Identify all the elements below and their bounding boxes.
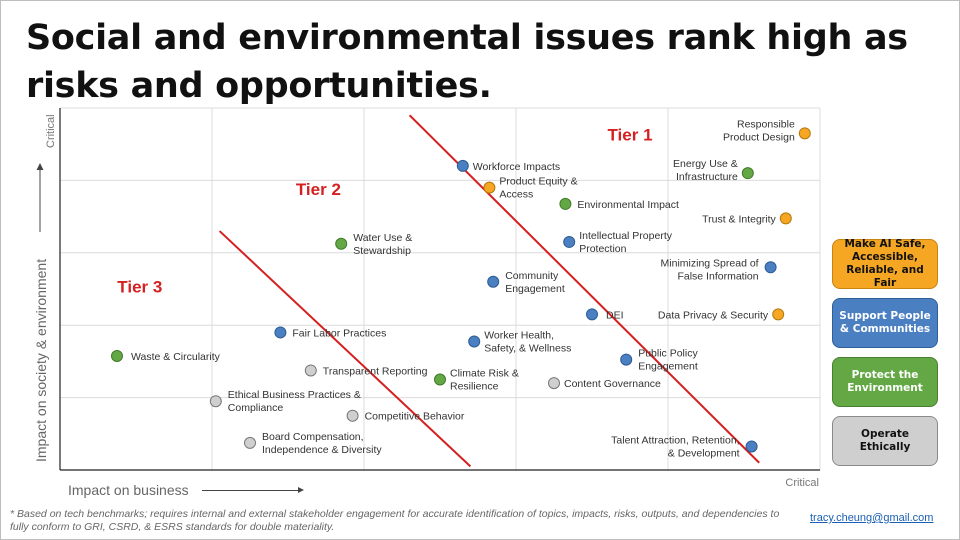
data-point-label: Worker Health, Safety, & Wellness <box>484 329 571 354</box>
tier-divider-line <box>408 114 760 464</box>
data-points: Responsible Product Design Energy Use & Inf… <box>111 118 811 459</box>
data-point-marker <box>456 159 469 172</box>
data-point-marker <box>209 395 222 408</box>
data-point: Board Compensation, Independence & Divers… <box>244 431 382 456</box>
tier-label: Tier 2 <box>296 180 341 199</box>
data-point-label: Fair Labor Practices <box>292 327 386 339</box>
data-point: Ethical Business Practices & Compliance <box>209 389 361 414</box>
data-point: Community Engagement <box>487 270 565 295</box>
data-point: Data Privacy & Security <box>658 308 785 321</box>
data-point-marker <box>586 308 598 321</box>
email-link[interactable]: tracy.cheung@gmail.com <box>810 512 934 524</box>
data-point: Environmental Impact <box>559 197 679 211</box>
legend-environment: Protect the Environment <box>832 357 938 407</box>
data-point-marker <box>772 308 785 321</box>
data-point-label: Product Equity & Access <box>499 176 577 201</box>
data-point-marker <box>745 440 758 453</box>
data-point-marker <box>111 349 123 362</box>
data-point-label: Talent Attraction, Retention, & Developme… <box>611 434 739 459</box>
tier-label: Tier 3 <box>117 278 162 297</box>
data-point-label: Community Engagement <box>505 270 565 295</box>
tier-lines <box>218 114 760 468</box>
y-axis-arrowhead <box>36 163 44 170</box>
data-point: Worker Health, Safety, & Wellness <box>468 329 571 354</box>
data-point: Transparent Reporting <box>304 364 428 377</box>
legend-safe-ai: Make AI Safe, Accessible, Reliable, and … <box>832 238 938 289</box>
data-point-label: Board Compensation, Independence & Divers… <box>262 431 382 456</box>
data-point: DEI <box>586 308 624 321</box>
data-point-label: DEI <box>606 309 624 321</box>
data-point-marker <box>741 167 754 180</box>
legend-people: Support People & Communities <box>832 298 938 348</box>
chart-grid <box>59 107 821 471</box>
tier-label: Tier 1 <box>607 126 652 145</box>
data-point-label: Intellectual Property Protection <box>579 230 673 255</box>
data-point: Minimizing Spread of False Information <box>661 257 777 282</box>
chart-axes <box>59 108 820 471</box>
x-axis-label: Impact on business <box>68 482 189 498</box>
data-point-label: Trust & Integrity <box>702 213 776 225</box>
data-point-label: Responsible Product Design <box>723 118 795 143</box>
y-axis-critical-label: Critical <box>45 114 57 148</box>
y-axis-label: Impact on society & environment <box>33 259 49 462</box>
data-point: Water Use & Stewardship <box>335 232 412 257</box>
data-point-label: Content Governance <box>564 378 661 390</box>
footnote: * Based on tech benchmarks; requires int… <box>10 508 780 533</box>
data-point-marker <box>779 212 792 225</box>
data-point: Fair Labor Practices <box>274 326 386 339</box>
data-point-label: Energy Use & Infrastructure <box>673 158 738 183</box>
data-point: Intellectual Property Protection <box>563 230 673 255</box>
legend-ethics: Operate Ethically <box>832 416 938 466</box>
data-point-label: Water Use & Stewardship <box>353 232 412 257</box>
data-point-label: Minimizing Spread of False Information <box>661 257 759 282</box>
data-point-marker <box>483 181 496 194</box>
x-axis-arrow <box>202 487 304 493</box>
data-point-label: Data Privacy & Security <box>658 309 769 321</box>
data-point: Workforce Impacts <box>456 159 560 173</box>
data-point-marker <box>335 237 348 250</box>
data-point-label: Waste & Circularity <box>131 351 221 363</box>
slide-title: Social and environmental issues rank hig… <box>26 18 908 106</box>
data-point-label: Public Policy Engagement <box>638 348 698 373</box>
data-point-marker <box>764 261 777 274</box>
data-point: Competitive Behavior <box>346 409 465 423</box>
data-point-marker <box>274 326 287 339</box>
data-point-label: Workforce Impacts <box>473 161 560 173</box>
data-point: Talent Attraction, Retention, & Developme… <box>611 434 758 459</box>
data-point: Content Governance <box>548 377 661 390</box>
data-point-label: Transparent Reporting <box>323 365 428 377</box>
data-point-marker <box>487 275 500 288</box>
data-point-marker <box>559 197 572 210</box>
data-point: Energy Use & Infrastructure <box>673 158 754 183</box>
data-point-label: Climate Risk & Resilience <box>450 368 519 393</box>
data-point: Product Equity & Access <box>483 176 578 201</box>
data-point-label: Ethical Business Practices & Compliance <box>228 389 361 414</box>
data-point: Waste & Circularity <box>111 349 221 363</box>
data-point: Climate Risk & Resilience <box>434 368 519 393</box>
x-axis-critical-label: Critical <box>785 477 819 489</box>
data-point-marker <box>563 235 576 248</box>
data-point-marker <box>346 409 359 422</box>
data-point-marker <box>548 377 560 390</box>
data-point: Public Policy Engagement <box>620 348 698 373</box>
data-point: Trust & Integrity <box>702 212 792 225</box>
data-point-marker <box>244 436 256 449</box>
tier-divider-line <box>218 230 472 468</box>
data-point-marker <box>304 364 317 377</box>
data-point-label: Environmental Impact <box>577 199 679 211</box>
tier-labels: Tier 1 Tier 2 Tier 3 <box>117 126 652 297</box>
data-point-marker <box>798 127 811 140</box>
data-point-marker <box>620 353 633 366</box>
data-point-marker <box>468 335 481 348</box>
data-point: Responsible Product Design <box>723 118 811 143</box>
data-point-label: Competitive Behavior <box>365 411 465 423</box>
data-point-marker <box>434 373 446 386</box>
